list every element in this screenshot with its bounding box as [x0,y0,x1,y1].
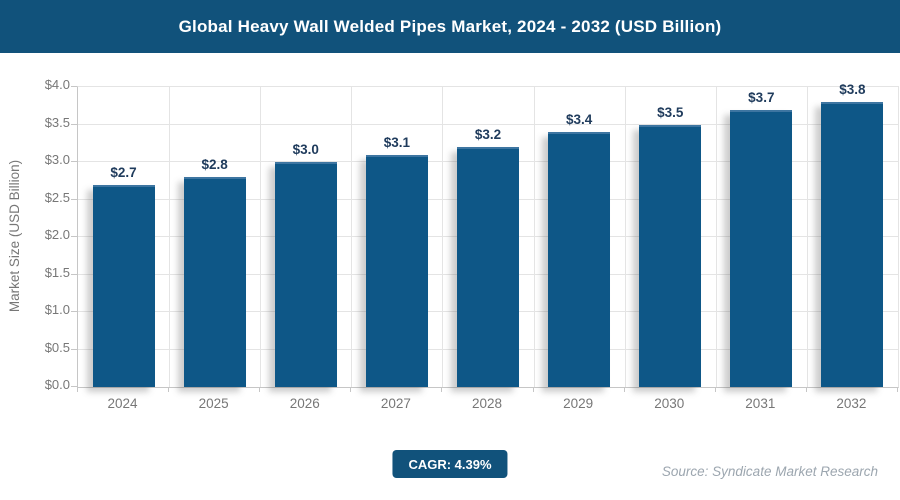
bar-value-label: $3.0 [292,142,319,157]
x-tick-mark [897,387,898,392]
bar-value-label: $3.1 [383,134,411,150]
bar-value-label: $3.7 [748,89,775,105]
x-tick-label: 2024 [107,396,138,411]
bar-cell: $2.7 [78,87,169,387]
plot-area: $2.7 $2.8 $3.0 $3.1 $3.2 $3.4 $3.5 $3.7 $3.8 [77,82,899,388]
x-tick-mark [259,387,261,392]
bar-value-label: $2.8 [201,157,228,172]
x-tick-mark [168,387,170,392]
cagr-badge: CAGR: 4.39% [392,450,508,478]
v-gridline [169,87,171,387]
x-tick-label: 2025 [198,396,229,411]
y-tick-mark [71,311,77,312]
bar-cell: $2.8 [169,87,260,387]
bar-cell: $3.5 [625,87,716,387]
y-tick-label: $2.5 [44,189,70,205]
y-tick-label: $3.0 [44,152,70,167]
v-gridline [351,87,353,387]
bar [183,177,246,387]
bar-value-label: $3.8 [839,82,866,97]
y-tick-label: $0.0 [44,377,70,392]
y-tick-mark [71,161,77,162]
x-tick-mark [77,387,78,392]
x-tick-mark [714,387,716,392]
x-tick-label: 2029 [563,396,594,411]
x-tick-label: 2030 [654,396,685,411]
y-tick-mark [71,348,77,350]
y-tick-label: $4.0 [44,77,70,92]
bar-value-label: $2.7 [110,164,137,180]
y-tick-mark [71,123,77,125]
bar [730,109,793,387]
bar [639,124,702,387]
x-tick-label: 2032 [836,396,867,411]
v-gridline [715,87,717,387]
bar [365,154,428,387]
y-tick-mark [71,273,77,275]
x-tick-mark [532,387,534,392]
bar [92,184,155,387]
bar [821,102,884,387]
x-tick-mark [350,387,352,392]
x-tick-mark [441,387,443,392]
y-tick-label: $2.0 [44,227,70,242]
bar-cell: $3.2 [442,87,533,387]
bar-value-label: $3.2 [474,127,502,142]
y-tick-label: $0.5 [44,339,70,355]
source-credit: Source: Syndicate Market Research [661,464,878,479]
x-tick-label: 2027 [380,396,411,411]
x-tick-mark [805,387,807,392]
y-tick-label: $3.5 [44,114,70,130]
chart-header: Global Heavy Wall Welded Pipes Market, 2… [0,0,900,53]
chart-title: Global Heavy Wall Welded Pipes Market, 2… [178,16,722,36]
y-tick-mark [71,86,77,87]
h-gridline [78,86,898,87]
x-tick-mark [623,387,625,392]
x-tick-label: 2031 [745,396,776,411]
y-tick-label: $1.5 [44,264,70,280]
v-gridline [806,87,808,387]
bar-cell: $3.0 [260,87,351,387]
bar [456,147,519,387]
bar-cell: $3.8 [807,82,898,387]
v-gridline [260,87,262,387]
y-tick-mark [71,236,77,237]
v-gridline [624,87,626,387]
y-tick-mark [71,198,77,200]
h-gridline [78,123,898,125]
bar [274,162,337,387]
y-tick-label: $1.0 [44,302,70,317]
x-tick-label: 2026 [289,396,320,411]
bar-cell: $3.1 [351,87,442,387]
bar-value-label: $3.4 [565,112,593,127]
bar-cell: $3.4 [534,87,625,387]
bar [548,132,611,387]
v-gridline [533,87,535,387]
y-tick-mark [71,386,77,387]
v-gridline [442,87,444,387]
bar-value-label: $3.5 [657,104,684,120]
x-tick-label: 2028 [471,396,503,411]
bar-cell: $3.7 [716,87,807,387]
